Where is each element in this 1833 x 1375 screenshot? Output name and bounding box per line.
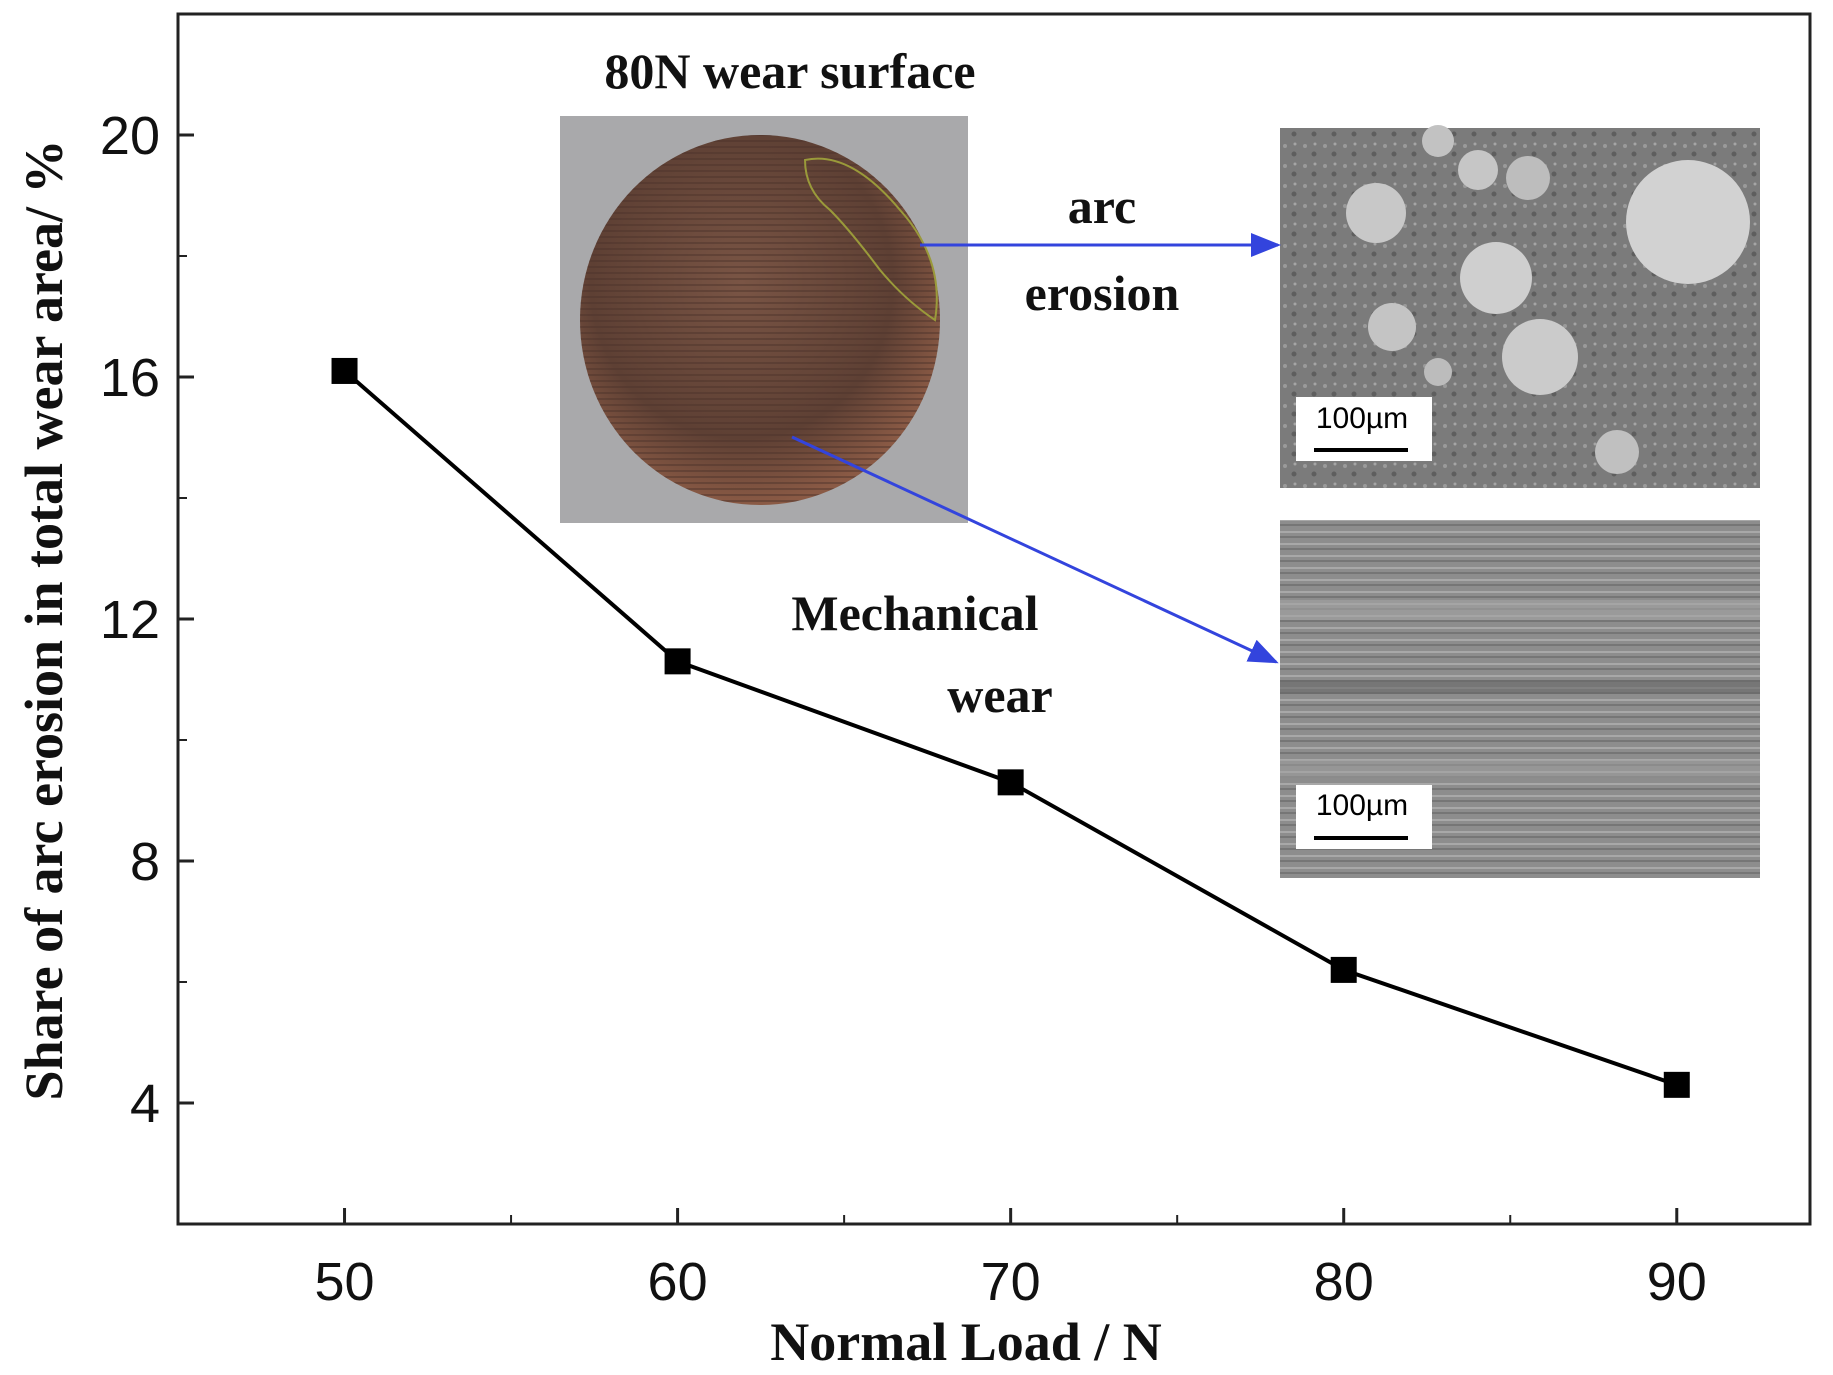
y-tick-label: 8 bbox=[130, 832, 160, 892]
data-point bbox=[331, 357, 358, 384]
y-tick-label: 12 bbox=[100, 590, 160, 650]
wear-surface-scratches bbox=[580, 135, 940, 505]
mechanical-label-line2: wear bbox=[947, 667, 1053, 723]
arc-label-line1: arc bbox=[1068, 178, 1136, 234]
wear-surface-inset bbox=[560, 116, 968, 523]
x-tick-label: 80 bbox=[1314, 1252, 1374, 1312]
y-tick-label: 16 bbox=[100, 348, 160, 408]
x-tick-label: 50 bbox=[314, 1252, 374, 1312]
y-axis-title: Share of arc erosion in total wear area/… bbox=[14, 140, 74, 1101]
arc-label-line2: erosion bbox=[1025, 265, 1180, 321]
mechanical-wear-sem-image bbox=[1280, 520, 1760, 878]
x-axis-title: Normal Load / N bbox=[770, 1312, 1162, 1372]
data-point bbox=[664, 648, 691, 675]
arc-erosion-region-outline bbox=[803, 157, 938, 322]
wear-surface-title: 80N wear surface bbox=[604, 43, 975, 99]
scale-bar-label-bottom: 100µm bbox=[1316, 789, 1408, 822]
data-point bbox=[997, 769, 1024, 796]
x-tick-label: 60 bbox=[648, 1252, 708, 1312]
data-point bbox=[1663, 1071, 1690, 1098]
x-axis: 50 60 70 80 90 bbox=[314, 1208, 1707, 1312]
arc-erosion-sem-image bbox=[1280, 125, 1760, 488]
scale-bar-label-top: 100µm bbox=[1316, 402, 1408, 435]
mechanical-label-line1: Mechanical bbox=[791, 585, 1038, 641]
series-layer bbox=[331, 357, 1690, 1098]
y-tick-label: 20 bbox=[100, 106, 160, 166]
x-tick-label: 70 bbox=[981, 1252, 1041, 1312]
mechanical-wear-arrow bbox=[791, 435, 1279, 664]
data-point bbox=[1330, 956, 1357, 983]
y-axis: 4 8 12 16 20 bbox=[100, 13, 194, 1225]
x-tick-label: 90 bbox=[1647, 1252, 1707, 1312]
y-tick-label: 4 bbox=[130, 1074, 160, 1134]
